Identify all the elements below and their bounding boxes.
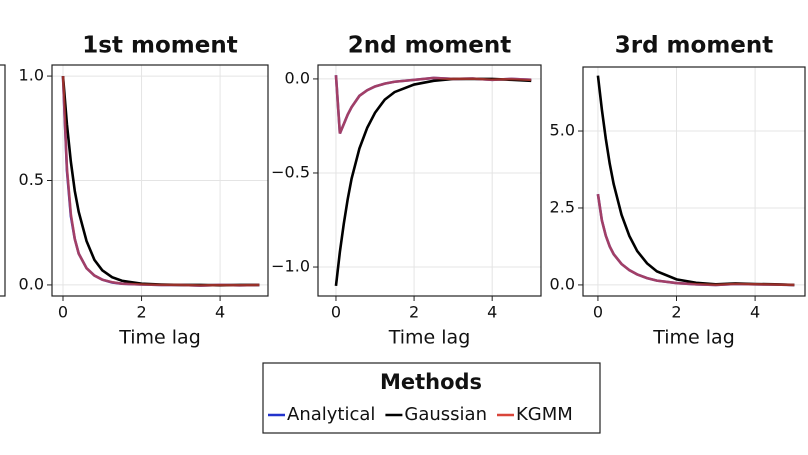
plot-area	[596, 75, 795, 287]
chart-title: 1st moment	[82, 33, 237, 59]
y-tick-label: −0.5	[271, 162, 310, 181]
x-tick-label: 0	[331, 303, 341, 322]
y-tick-label: 5.0	[550, 121, 575, 140]
x-axis-label: Time lag	[652, 327, 735, 349]
x-tick-label: 0	[58, 303, 68, 322]
x-axis-label: Time lag	[118, 327, 201, 349]
legend-box	[262, 362, 601, 434]
plot-frame	[582, 66, 806, 297]
chart-title: 3rd moment	[615, 33, 774, 59]
plot-area	[334, 75, 532, 286]
legend-label: KGMM	[516, 404, 573, 425]
series-line	[334, 75, 532, 134]
x-tick-label: 2	[136, 303, 146, 322]
x-tick-label: 2	[409, 303, 419, 322]
legend-title: Methods	[380, 370, 482, 394]
y-tick-label: −1.0	[271, 257, 310, 276]
series-line	[596, 75, 795, 287]
series-line	[334, 75, 532, 134]
plot-frame	[51, 64, 269, 297]
x-tick-label: 2	[671, 303, 681, 322]
plot-frame	[317, 64, 542, 297]
y-tick-label: 0.0	[19, 274, 44, 293]
x-axis-label: Time lag	[388, 327, 471, 349]
y-tick-label: 0.0	[550, 274, 575, 293]
series-line	[61, 76, 260, 287]
x-tick-label: 4	[487, 303, 497, 322]
legend-label: Gaussian	[404, 404, 487, 425]
y-tick-label: 2.5	[550, 197, 575, 216]
y-tick-label: 1.0	[19, 66, 44, 85]
legend-label: Analytical	[287, 404, 375, 425]
x-tick-label: 4	[750, 303, 760, 322]
y-tick-label: 0.0	[285, 68, 310, 87]
series-line	[334, 77, 532, 286]
x-tick-label: 0	[593, 303, 603, 322]
y-tick-label: 0.5	[19, 170, 44, 189]
plot-frame	[0, 64, 6, 297]
x-tick-label: 4	[215, 303, 225, 322]
chart-title: 2nd moment	[348, 33, 512, 59]
series-line	[596, 193, 795, 287]
x-tick-label: 5	[0, 303, 1, 322]
plot-area	[61, 75, 260, 287]
